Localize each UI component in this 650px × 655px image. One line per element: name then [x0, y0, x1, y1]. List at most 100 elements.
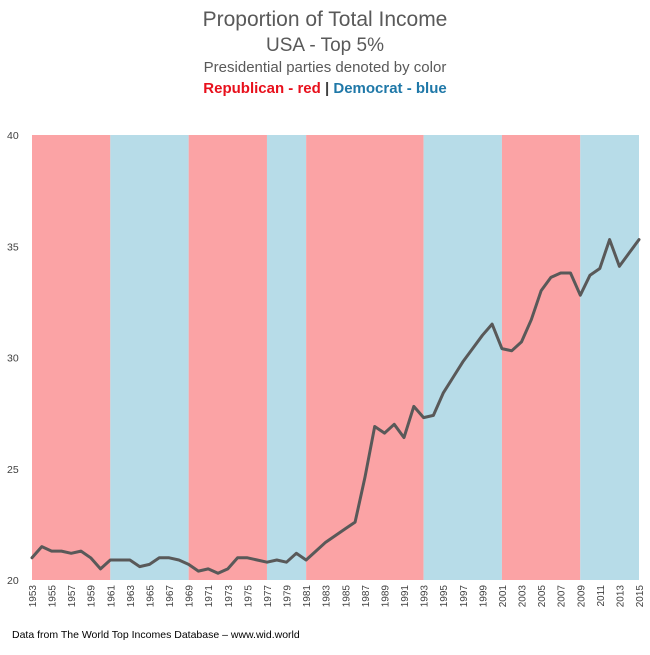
data-point — [608, 238, 611, 241]
data-point — [158, 556, 161, 559]
series-group — [30, 238, 641, 575]
data-point — [31, 556, 33, 559]
data-point — [413, 405, 415, 408]
data-point — [599, 267, 601, 270]
data-point — [295, 552, 298, 555]
x-tick-label: 2013 — [615, 585, 626, 608]
data-point — [461, 361, 464, 363]
x-tick-label: 2011 — [596, 585, 607, 607]
data-point — [638, 238, 640, 241]
democrat-band — [266, 135, 307, 580]
x-axis: 1953 1955 1957 1959 1961 1963 1965 1967 1969 1971… — [28, 585, 646, 608]
data-point — [589, 274, 591, 276]
data-point — [275, 559, 278, 561]
data-point — [540, 289, 542, 292]
data-point — [40, 545, 43, 548]
data-point — [501, 347, 503, 350]
x-tick-label: 2007 — [557, 585, 568, 608]
republican-band — [501, 135, 581, 580]
legend-democrat: Democrat - blue — [333, 80, 447, 97]
data-point — [422, 416, 425, 419]
data-point — [168, 556, 170, 559]
x-tick-label: 1963 — [126, 585, 137, 608]
data-point — [246, 556, 249, 559]
x-tick-label: 1953 — [28, 585, 39, 608]
data-point — [197, 570, 200, 572]
data-point — [530, 318, 533, 321]
x-tick-label: 1981 — [302, 585, 313, 608]
chart-caption: Presidential parties denoted by color — [203, 59, 447, 76]
data-point — [442, 392, 444, 394]
chart-title: Proportion of Total Income — [202, 8, 448, 31]
data-point — [324, 541, 327, 543]
data-point — [138, 565, 141, 568]
data-point — [569, 272, 572, 274]
x-tick-label: 1993 — [420, 585, 431, 608]
y-tick-label: 30 — [7, 353, 19, 365]
data-point — [266, 561, 268, 563]
data-point — [80, 550, 82, 552]
y-axis: 20 25 30 35 40 — [7, 130, 19, 587]
data-point — [403, 436, 405, 439]
data-point — [579, 294, 582, 297]
data-point — [305, 559, 307, 561]
data-source: Data from The World Top Incomes Database… — [12, 629, 300, 641]
data-point — [217, 572, 219, 575]
data-point — [119, 559, 121, 561]
data-point — [354, 521, 356, 523]
x-tick-label: 2005 — [537, 585, 548, 608]
data-point — [256, 559, 258, 561]
x-tick-label: 1961 — [106, 585, 117, 608]
chart-subtitle: USA - Top 5% — [266, 35, 384, 56]
data-point — [344, 528, 347, 530]
x-tick-label: 1977 — [263, 585, 274, 608]
republican-band — [188, 135, 267, 580]
x-tick-label: 1985 — [341, 585, 352, 608]
x-tick-label: 1987 — [361, 585, 372, 608]
data-point — [520, 341, 523, 343]
data-point — [285, 561, 288, 563]
data-point — [207, 568, 210, 570]
data-point — [129, 559, 131, 561]
data-point — [550, 276, 552, 279]
data-point — [432, 414, 435, 417]
data-point — [50, 550, 53, 552]
legend-republican: Republican - red — [203, 80, 321, 97]
republican-band — [306, 135, 424, 580]
data-point — [364, 476, 366, 479]
democrat-band — [110, 135, 189, 580]
y-tick-label: 35 — [7, 241, 19, 253]
data-point — [393, 423, 396, 426]
x-tick-label: 2015 — [635, 585, 646, 608]
data-point — [481, 334, 484, 337]
data-point — [373, 425, 376, 428]
data-point — [60, 550, 63, 552]
data-point — [383, 432, 386, 434]
democrat-band — [580, 135, 639, 580]
data-point — [471, 347, 474, 350]
x-tick-label: 1979 — [283, 585, 294, 608]
data-point — [109, 559, 112, 561]
democrat-band — [423, 135, 502, 580]
x-tick-label: 1967 — [165, 585, 176, 608]
x-tick-label: 1999 — [478, 585, 489, 608]
data-point — [315, 550, 317, 552]
x-tick-label: 1973 — [224, 585, 235, 608]
x-tick-label: 1991 — [400, 585, 411, 608]
data-point — [559, 272, 562, 274]
x-tick-label: 2003 — [518, 585, 529, 608]
x-tick-label: 1959 — [87, 585, 98, 608]
data-point — [334, 534, 337, 537]
data-point — [99, 568, 102, 570]
data-point — [178, 559, 180, 561]
party-legend: Republican - red | Democrat - blue — [0, 78, 650, 100]
data-point — [491, 323, 493, 325]
data-point — [70, 552, 72, 555]
x-tick-label: 2009 — [576, 585, 587, 608]
data-point — [628, 252, 631, 254]
chart-title-block: Proportion of Total Income USA - Top 5% … — [0, 6, 650, 100]
x-tick-label: 1955 — [48, 585, 59, 608]
legend-separator: | — [324, 80, 330, 97]
x-tick-label: 1983 — [322, 585, 333, 608]
